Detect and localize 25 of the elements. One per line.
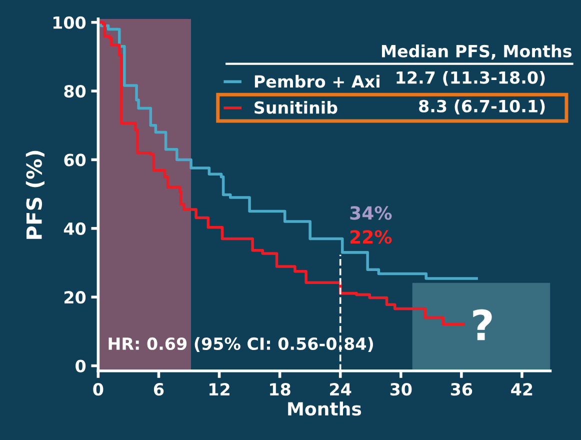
- y-tick-label: 60: [64, 154, 86, 166]
- annotation: 12.7 (11.3-18.0): [396, 70, 545, 86]
- x-tick-label: 18: [270, 383, 290, 396]
- legend-label: Pembro + Axi: [254, 74, 380, 88]
- y-tick-label: 0: [76, 360, 86, 372]
- y-tick-label: 100: [53, 16, 86, 29]
- annotation: ?: [473, 309, 492, 340]
- x-tick-label: 42: [511, 383, 532, 396]
- annotation: 8.3 (6.7-10.1): [419, 100, 545, 114]
- y-tick-label: 20: [64, 291, 86, 304]
- legend-title: Median PFS, Months: [382, 44, 572, 60]
- annotation: 34%: [350, 206, 392, 220]
- x-tick-label: 0: [93, 383, 104, 396]
- x-axis-title: Months: [288, 402, 362, 416]
- annotation: HR: 0.69 (95% CI: 0.56-0.84): [108, 337, 373, 352]
- x-tick-label: 24: [330, 383, 352, 396]
- annotation: 22%: [350, 230, 392, 244]
- legend-label: Sunitinib: [254, 100, 338, 114]
- x-tick-label: 36: [450, 383, 472, 396]
- x-tick-label: 30: [390, 383, 412, 396]
- y-tick-label: 40: [64, 222, 86, 235]
- x-tick-label: 6: [154, 383, 164, 396]
- y-axis-title: PFS (%): [26, 150, 44, 239]
- y-tick-label: 80: [64, 85, 86, 98]
- x-tick-label: 12: [210, 383, 230, 396]
